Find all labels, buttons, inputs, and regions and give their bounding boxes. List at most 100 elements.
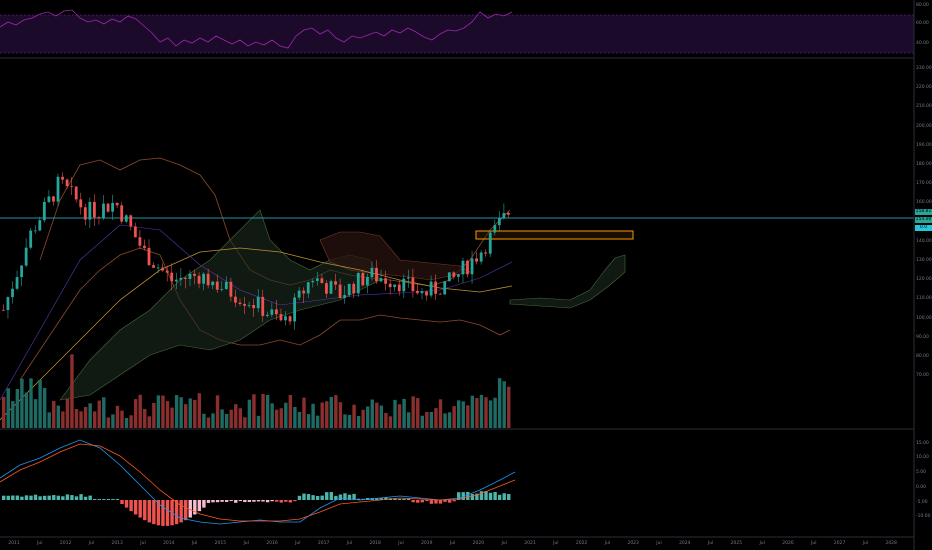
macd-histogram-bar (356, 498, 361, 500)
candle (115, 202, 119, 206)
macd-histogram-bar (224, 500, 229, 502)
volume-bar (384, 412, 388, 428)
candle (352, 283, 356, 294)
volume-bar (229, 409, 233, 428)
volume-bar (325, 401, 329, 428)
candle (161, 267, 165, 271)
candle (502, 213, 506, 219)
rsi-axis-label: 60.00 (916, 21, 929, 26)
candle (256, 296, 260, 309)
volume-bar (347, 414, 352, 428)
volume-bar (102, 397, 106, 428)
candle (270, 309, 274, 315)
candle (284, 316, 287, 321)
volume-bar (38, 379, 42, 428)
macd-axis-label: -10.00 (916, 514, 931, 519)
time-axis-label: 2011 (8, 541, 20, 546)
volume-bar (29, 378, 33, 428)
candle (315, 278, 319, 281)
macd-axis-label: 10.00 (916, 455, 929, 460)
volume-bar (416, 398, 420, 428)
price-axis-label: 160.00 (916, 200, 932, 206)
volume-bar (256, 415, 261, 428)
candle (88, 201, 92, 220)
volume-bar (420, 415, 424, 428)
volume-bar (484, 397, 488, 428)
candle (56, 176, 60, 202)
volume-bar (429, 411, 434, 428)
macd-histogram-bar (42, 495, 47, 500)
macd-histogram-bar (306, 494, 311, 500)
volume-bar (329, 396, 333, 428)
candle (197, 275, 201, 284)
volume-bar (238, 408, 242, 428)
macd-histogram-bar (406, 498, 411, 500)
macd-histogram-bar (188, 500, 192, 518)
macd-histogram-bar (52, 495, 56, 500)
candle (434, 281, 438, 294)
volume-bar (284, 402, 288, 428)
macd-histogram-bar (33, 494, 38, 500)
candle (397, 284, 401, 292)
candle (388, 283, 392, 288)
macd-histogram-bar (129, 500, 133, 512)
candle (356, 272, 360, 294)
time-axis-label: 2018 (369, 541, 381, 546)
time-axis-label: Jul (862, 541, 869, 546)
macd-histogram-bar (29, 495, 33, 500)
volume-bar (356, 415, 361, 428)
candle (152, 265, 155, 268)
macd-histogram-bar (329, 492, 333, 500)
macd-histogram-bar (197, 500, 202, 512)
macd-histogram-bar (2, 495, 6, 500)
time-axis-label: 2027 (833, 541, 846, 546)
macd-histogram-bar (261, 500, 265, 502)
macd-histogram-bar (447, 500, 452, 503)
volume-bar (129, 415, 133, 428)
time-axis-label: 2025 (730, 541, 743, 546)
candle (234, 296, 237, 303)
volume-bar (93, 411, 97, 428)
volume-bar (475, 398, 479, 428)
price-axis-label: 110.00 (916, 296, 932, 302)
macd-histogram-bar (93, 499, 97, 500)
macd-histogram-bar (452, 500, 456, 502)
resistance-box[interactable] (475, 230, 634, 240)
rsi-axis-label: 40.00 (916, 41, 929, 46)
candlestick-series (2, 172, 510, 330)
candle (488, 232, 492, 254)
volume-bar (215, 395, 220, 428)
candle (425, 291, 428, 296)
volume-bar (425, 412, 429, 428)
candle (211, 281, 215, 286)
volume-bar (297, 411, 302, 428)
volume-bar (488, 400, 493, 428)
volume-bar (306, 414, 311, 428)
rsi-pane-band (0, 15, 914, 53)
candle (461, 260, 465, 275)
candle (507, 213, 510, 215)
macd-histogram-bar (70, 495, 74, 500)
volume-bar (120, 410, 124, 428)
macd-histogram-bar (79, 494, 83, 500)
volume-bar (74, 409, 79, 428)
time-axis-label: Jul (346, 541, 353, 546)
candle (438, 293, 442, 295)
price-axis-label: 120.00 (916, 277, 932, 283)
macd-histogram-bar (143, 500, 147, 521)
volume-bar (393, 399, 397, 428)
macd-histogram-bar (320, 495, 324, 500)
candle (320, 278, 324, 284)
macd-histogram-bar (297, 495, 302, 500)
time-axis-label: 2023 (627, 541, 639, 546)
price-axis-label: 100.00 (916, 315, 932, 321)
candle (329, 281, 333, 294)
last-price-tag: 158.81 (915, 209, 932, 215)
macd-histogram-bar (83, 496, 88, 500)
time-axis-label: 2028 (885, 541, 897, 546)
macd-histogram-bar (88, 495, 92, 500)
time-axis-label: 2020 (472, 541, 485, 546)
candle (243, 303, 246, 306)
volume-bar (507, 386, 511, 428)
